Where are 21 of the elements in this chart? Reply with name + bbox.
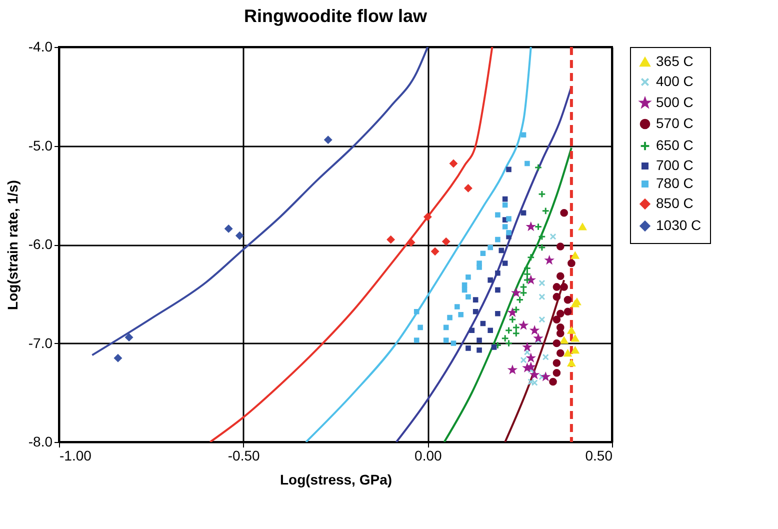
legend-label: 780 C (656, 175, 694, 191)
y-tick-label: -7.0 (28, 334, 53, 351)
y-tick-label: -8.0 (28, 434, 53, 450)
y-tick-label: -5.0 (28, 137, 53, 154)
x-tick-label: 0.50 (585, 448, 613, 464)
legend-label: 570 C (656, 115, 694, 131)
chart-title: Ringwoodite flow law (244, 6, 428, 26)
y-tick-label: -4.0 (28, 38, 53, 54)
legend-label: 700 C (656, 157, 694, 173)
legend-label: 365 C (656, 53, 694, 69)
legend-label: 850 C (656, 195, 694, 211)
x-tick-label: -1.00 (60, 448, 92, 464)
x-tick-label: 0.00 (414, 448, 442, 464)
y-axis-title: Log(strain rate, 1/s) (4, 180, 20, 310)
x-tick-label: -0.50 (228, 448, 260, 464)
legend-label: 650 C (656, 137, 694, 153)
legend-label: 500 C (656, 94, 694, 110)
legend-label: 1030 C (656, 217, 702, 233)
y-tick-label: -6.0 (28, 236, 53, 252)
x-axis-title: Log(stress, GPa) (280, 472, 392, 488)
legend-label: 400 C (656, 73, 694, 89)
